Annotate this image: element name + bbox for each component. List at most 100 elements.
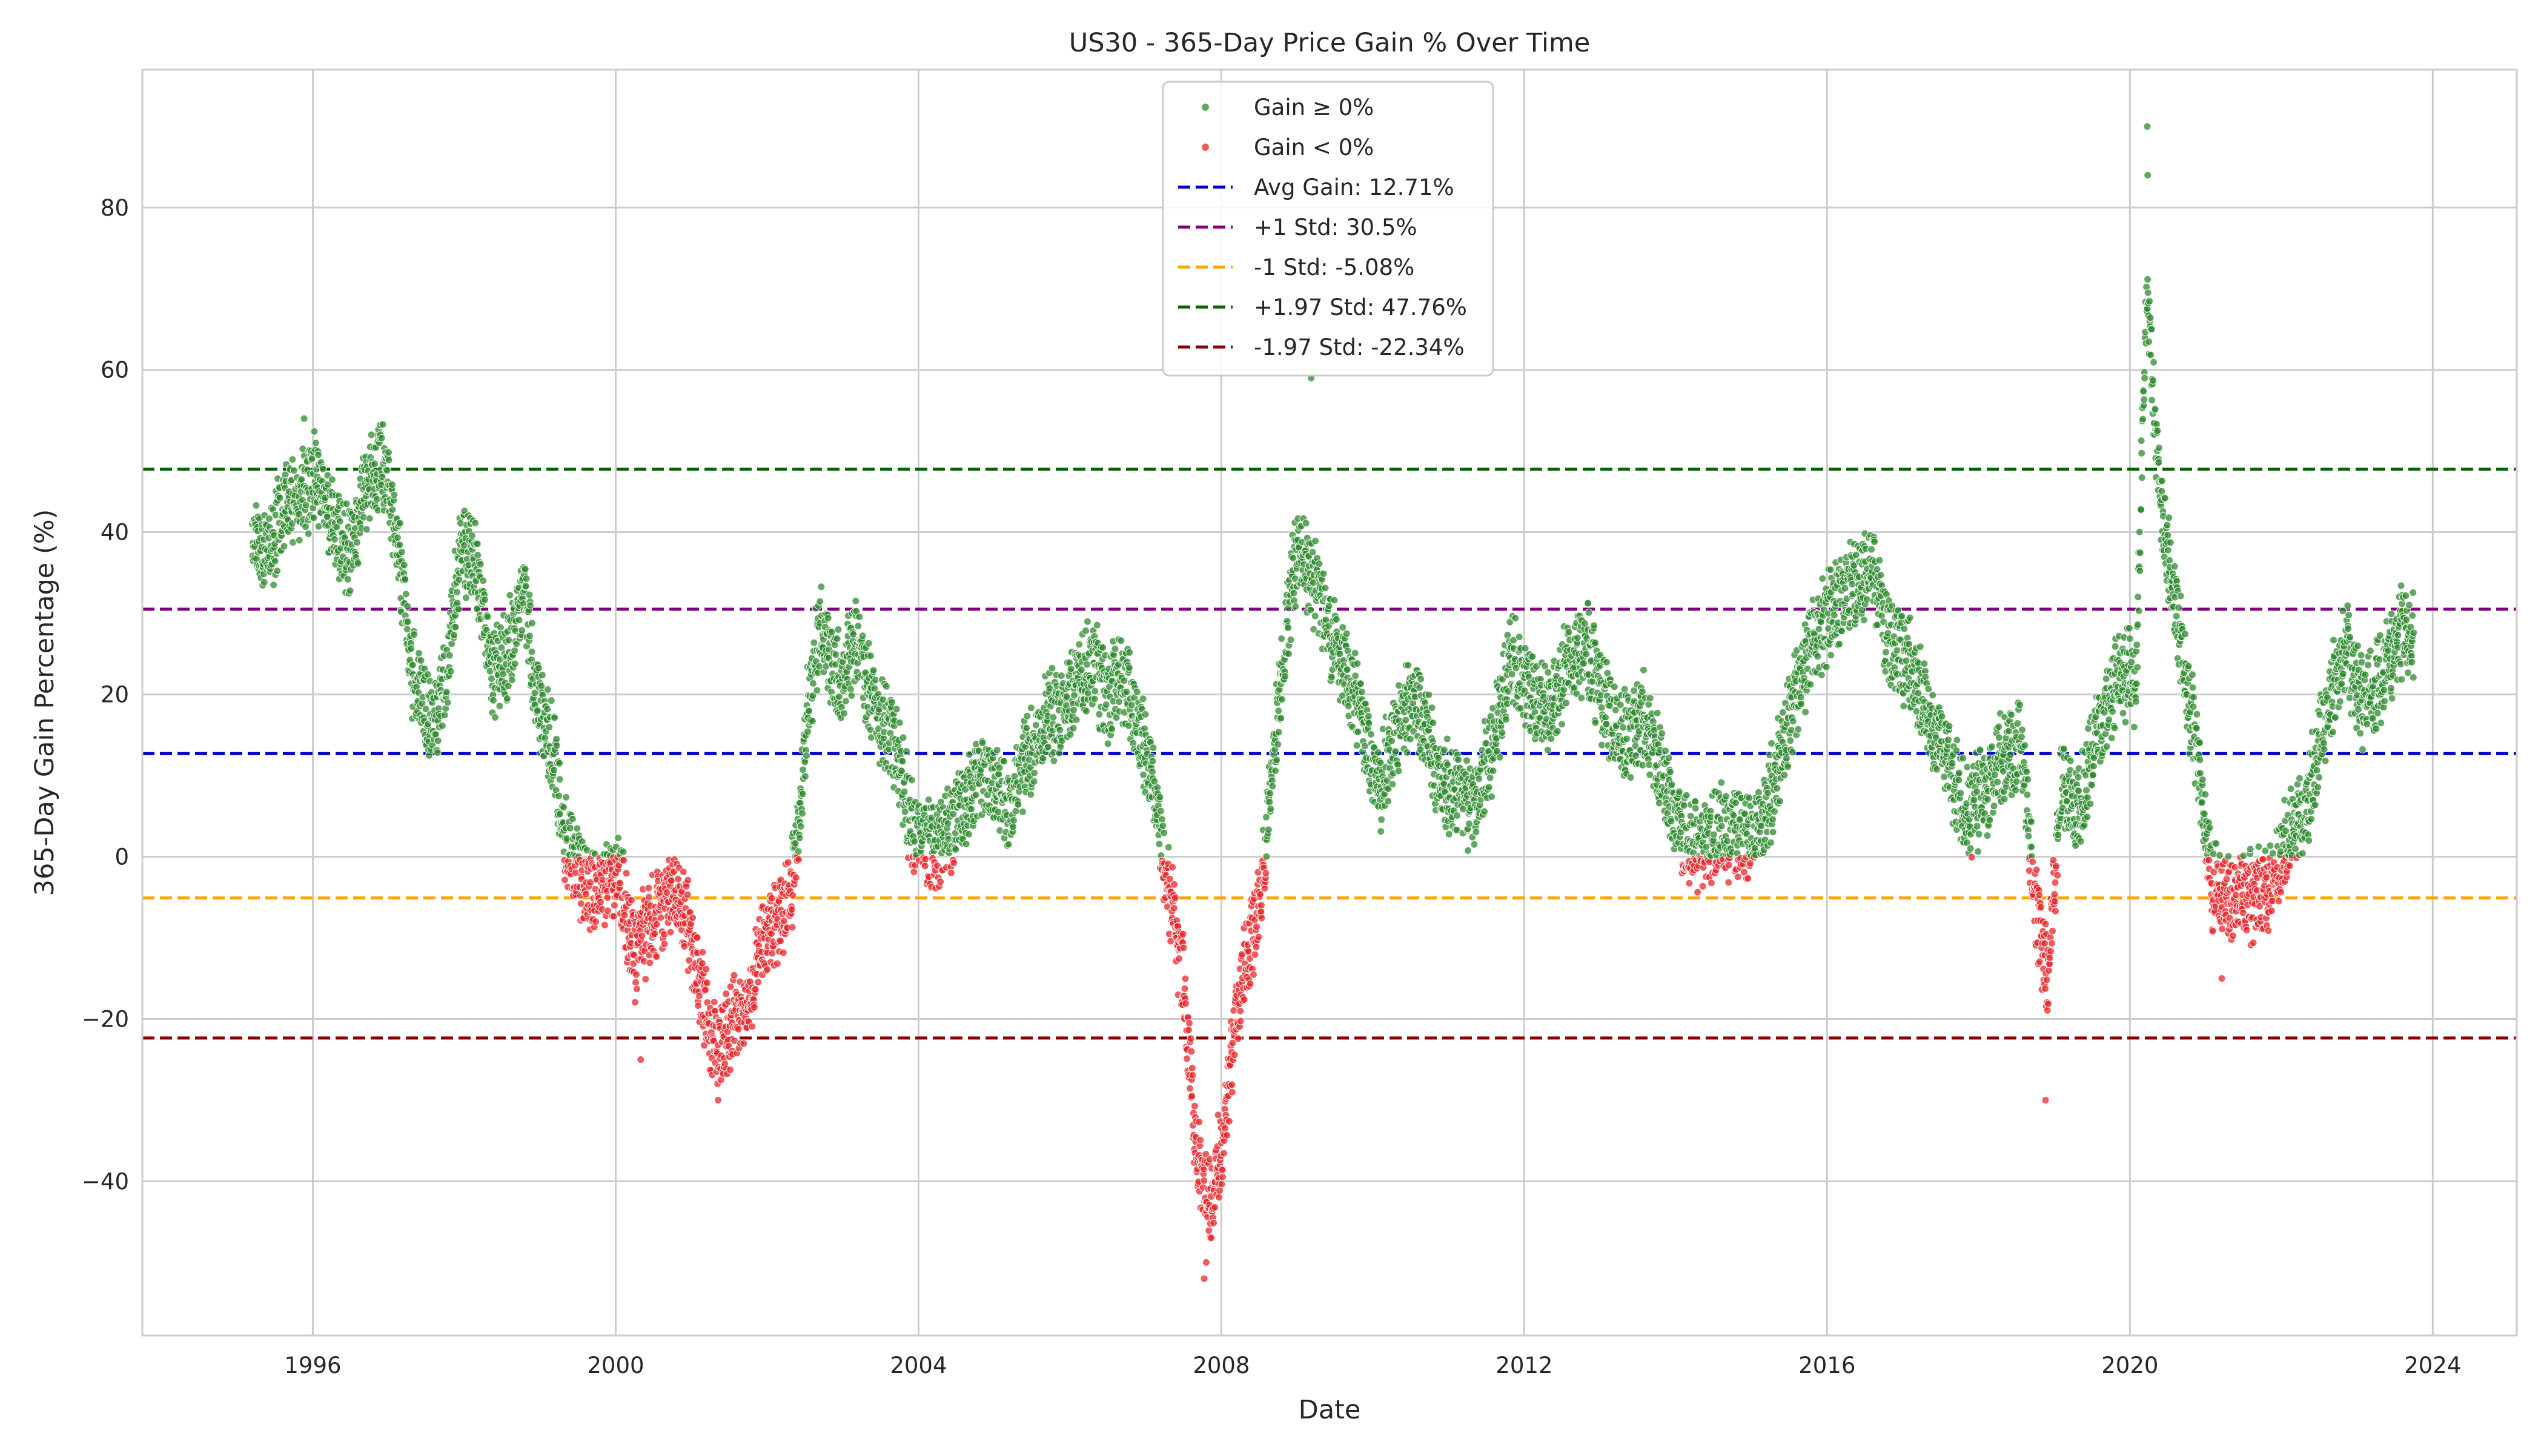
gain-positive-point bbox=[416, 650, 423, 657]
gain-positive-point bbox=[1000, 758, 1007, 765]
gain-positive-point bbox=[1692, 798, 1699, 805]
gain-positive-point bbox=[1126, 649, 1133, 656]
gain-negative-point bbox=[703, 965, 710, 973]
gain-positive-point bbox=[1139, 695, 1147, 703]
gain-positive-point bbox=[1099, 644, 1107, 651]
gain-positive-point bbox=[1723, 793, 1730, 800]
gain-positive-point bbox=[566, 824, 574, 832]
gain-positive-point bbox=[1483, 740, 1490, 747]
gain-positive-point bbox=[253, 502, 260, 509]
gain-negative-point bbox=[1237, 1007, 1244, 1014]
gain-positive-point bbox=[523, 575, 530, 583]
gain-positive-point bbox=[1395, 767, 1402, 775]
gain-negative-point bbox=[1179, 930, 1187, 938]
gain-positive-point bbox=[296, 537, 303, 544]
gain-positive-point bbox=[1444, 761, 1451, 769]
gain-positive-point bbox=[824, 615, 832, 622]
gain-negative-point bbox=[1234, 1035, 1242, 1042]
gain-positive-point bbox=[1275, 707, 1282, 715]
gain-positive-point bbox=[270, 581, 277, 589]
gain-negative-point bbox=[789, 892, 797, 899]
gain-positive-point bbox=[506, 592, 514, 599]
gain-positive-point bbox=[311, 428, 318, 435]
gain-positive-point bbox=[396, 541, 403, 549]
gain-positive-point bbox=[1627, 774, 1634, 781]
gain-positive-point bbox=[1102, 701, 1110, 709]
gain-positive-point bbox=[1142, 710, 1149, 718]
gain-positive-point bbox=[1140, 771, 1147, 778]
gain-negative-point bbox=[699, 948, 706, 956]
gain-negative-point bbox=[1708, 879, 1715, 887]
gain-positive-point bbox=[290, 467, 297, 474]
gain-positive-point bbox=[331, 536, 338, 543]
gain-positive-point bbox=[474, 540, 481, 548]
gain-positive-point bbox=[993, 747, 1001, 754]
gain-negative-point bbox=[947, 869, 955, 876]
gain-positive-point bbox=[1048, 664, 1056, 672]
gain-negative-point bbox=[1218, 1180, 1225, 1188]
gain-positive-point bbox=[1012, 807, 1019, 815]
gain-positive-point bbox=[1658, 730, 1666, 737]
gain-negative-point bbox=[1725, 879, 1732, 886]
gain-positive-point bbox=[383, 467, 391, 474]
gain-negative-point bbox=[1176, 955, 1183, 962]
gain-positive-point bbox=[534, 707, 541, 715]
gain-positive-point bbox=[343, 500, 350, 508]
gain-positive-point bbox=[852, 597, 860, 604]
gain-positive-point bbox=[1161, 829, 1168, 836]
gain-negative-point bbox=[730, 971, 738, 979]
gain-positive-point bbox=[1374, 749, 1382, 756]
gain-negative-point bbox=[1262, 870, 1270, 877]
gain-positive-point bbox=[1352, 672, 1359, 680]
gain-positive-point bbox=[1345, 703, 1352, 710]
gain-positive-point bbox=[363, 526, 370, 533]
gain-positive-point bbox=[468, 532, 475, 539]
gain-positive-point bbox=[503, 695, 511, 702]
gain-positive-point bbox=[535, 664, 542, 672]
gain-positive-point bbox=[1277, 715, 1285, 722]
gain-negative-point bbox=[784, 859, 792, 866]
gain-negative-point bbox=[702, 986, 709, 993]
gain-positive-point bbox=[389, 506, 396, 514]
gain-positive-point bbox=[855, 623, 862, 630]
gain-negative-point bbox=[788, 906, 795, 913]
gain-positive-point bbox=[1071, 692, 1078, 699]
gain-positive-point bbox=[1150, 744, 1157, 752]
gain-positive-point bbox=[371, 460, 379, 468]
gain-positive-point bbox=[1578, 695, 1585, 702]
gain-positive-point bbox=[850, 630, 857, 638]
gain-positive-point bbox=[1158, 816, 1165, 823]
gain-positive-point bbox=[511, 647, 518, 654]
gain-positive-point bbox=[883, 683, 890, 690]
gain-negative-point bbox=[651, 930, 658, 938]
gain-positive-point bbox=[1267, 790, 1274, 797]
gain-positive-point bbox=[1316, 560, 1323, 568]
gain-negative-point bbox=[1208, 1234, 1215, 1242]
gain-positive-point bbox=[260, 578, 268, 586]
gain-positive-point bbox=[799, 790, 806, 798]
gain-negative-point bbox=[1187, 1035, 1194, 1042]
gain-positive-point bbox=[1640, 666, 1647, 673]
gain-positive-point bbox=[1084, 618, 1091, 625]
gain-positive-point bbox=[555, 792, 563, 799]
gain-positive-point bbox=[806, 707, 813, 715]
gain-positive-point bbox=[1417, 675, 1425, 683]
gain-positive-point bbox=[901, 788, 908, 795]
gain-positive-point bbox=[417, 657, 425, 664]
gain-positive-point bbox=[1692, 805, 1699, 812]
gain-negative-point bbox=[680, 869, 687, 876]
gain-negative-point bbox=[1699, 882, 1706, 890]
gain-positive-point bbox=[1091, 687, 1099, 695]
gain-negative-point bbox=[623, 870, 630, 877]
gain-positive-point bbox=[1365, 720, 1373, 727]
gain-negative-point bbox=[1734, 873, 1741, 881]
gain-positive-point bbox=[527, 602, 534, 609]
gain-positive-point bbox=[1496, 753, 1503, 761]
gain-positive-point bbox=[1585, 609, 1592, 616]
gain-positive-point bbox=[1476, 775, 1483, 783]
gain-negative-point bbox=[694, 934, 701, 941]
gain-positive-point bbox=[1471, 841, 1478, 848]
gain-positive-point bbox=[797, 823, 804, 830]
gain-positive-point bbox=[411, 631, 418, 638]
gain-positive-point bbox=[859, 632, 866, 640]
